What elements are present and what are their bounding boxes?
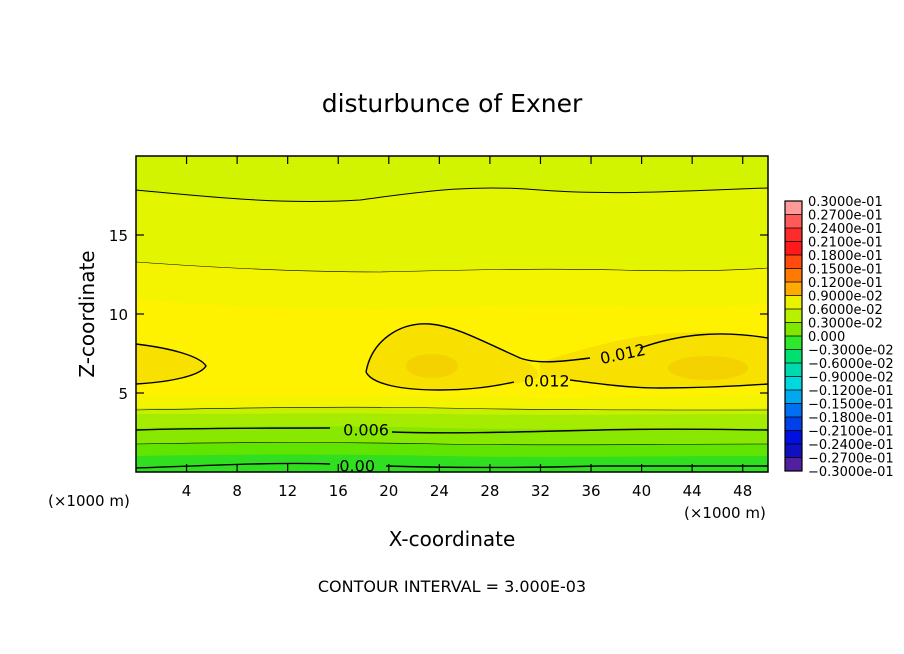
colorbar-swatch bbox=[785, 430, 802, 445]
colorbar-swatch bbox=[785, 309, 802, 323]
y-tick-label: 5 bbox=[118, 385, 128, 403]
contour-line-006-right bbox=[391, 428, 768, 434]
colorbar-label: −0.6000e-02 bbox=[808, 357, 894, 372]
x-tick-label: 20 bbox=[379, 482, 398, 500]
colorbar-label: 0.000 bbox=[808, 330, 845, 345]
x-tick-label: 48 bbox=[733, 482, 752, 500]
colorbar-label: 0.2700e-01 bbox=[808, 209, 883, 224]
x-unit-right: (×1000 m) bbox=[684, 504, 766, 522]
colorbar-label: 0.2400e-01 bbox=[808, 222, 883, 237]
contour-line-012-left bbox=[136, 343, 207, 385]
colorbar-label: −0.9000e-02 bbox=[808, 371, 894, 386]
colorbar-swatch bbox=[785, 444, 802, 458]
colorbar-swatch bbox=[785, 241, 802, 256]
x-tick-label: 44 bbox=[683, 482, 702, 500]
colorbar-swatch bbox=[785, 403, 802, 418]
contour-line-000 bbox=[136, 462, 331, 469]
field-peak-center bbox=[406, 354, 458, 378]
colorbar-label: −0.1200e-01 bbox=[808, 384, 894, 399]
colorbar-label: 0.3000e-01 bbox=[808, 195, 883, 210]
colorbar-swatch bbox=[785, 322, 802, 337]
colorbar-label: 0.3000e-02 bbox=[808, 317, 883, 332]
colorbar-label: 0.1500e-01 bbox=[808, 263, 883, 278]
contour-line-012-center bbox=[365, 323, 591, 373]
contour-line-006 bbox=[136, 427, 331, 431]
colorbar-swatch bbox=[785, 363, 802, 377]
colorbar-swatch bbox=[785, 417, 802, 431]
colorbar-swatch bbox=[785, 201, 802, 215]
colorbar-label: −0.2700e-01 bbox=[808, 452, 894, 467]
contour-label: 0.012 bbox=[524, 371, 570, 390]
colorbar-swatch bbox=[785, 457, 802, 472]
contour-line-012-lower-right bbox=[569, 379, 768, 389]
colorbar-label: 0.6000e-02 bbox=[808, 303, 883, 318]
contour-line-top bbox=[136, 187, 768, 202]
x-tick-label: 4 bbox=[182, 482, 192, 500]
colorbar-swatch bbox=[785, 282, 802, 296]
field-max-center bbox=[366, 323, 539, 390]
colorbar-swatch bbox=[785, 214, 802, 229]
colorbar: 0.3000e-010.2700e-010.2400e-010.2100e-01… bbox=[784, 195, 894, 480]
contour-line-low bbox=[136, 442, 768, 446]
colorbar-label: 0.1200e-01 bbox=[808, 276, 883, 291]
field-band-low-5 bbox=[136, 454, 768, 472]
field-max-left bbox=[136, 344, 206, 384]
colorbar-label: −0.1800e-01 bbox=[808, 411, 894, 426]
contour-label: 0.00 bbox=[339, 457, 375, 476]
x-tick-label: 32 bbox=[531, 482, 550, 500]
contour-line-012-lower bbox=[365, 371, 515, 391]
contour-line-upper bbox=[136, 261, 768, 273]
x-tick-label: 16 bbox=[329, 482, 348, 500]
contour-interval-note: CONTOUR INTERVAL = 3.000E-03 bbox=[318, 577, 586, 596]
colorbar-swatch bbox=[785, 349, 802, 364]
chart-title: disturbunce of Exner bbox=[322, 89, 583, 118]
colorbar-swatch bbox=[785, 268, 802, 283]
y-tick-label: 10 bbox=[109, 306, 128, 324]
colorbar-swatch bbox=[785, 336, 802, 350]
colorbar-swatch bbox=[785, 228, 802, 242]
y-axis: 5 10 15 bbox=[109, 227, 768, 403]
y-axis-label: Z-coordinate bbox=[75, 250, 99, 377]
x-axis-label: X-coordinate bbox=[389, 527, 516, 551]
x-tick-label: 24 bbox=[430, 482, 449, 500]
x-tick-label: 12 bbox=[278, 482, 297, 500]
colorbar-label: 0.9000e-02 bbox=[808, 290, 883, 305]
y-tick-label: 15 bbox=[109, 227, 128, 245]
x-axis: 4 8 12 16 20 24 28 32 36 40 44 48 bbox=[182, 156, 752, 500]
colorbar-label: −0.3000e-02 bbox=[808, 344, 894, 359]
x-tick-label: 36 bbox=[581, 482, 600, 500]
colorbar-label: −0.2400e-01 bbox=[808, 438, 894, 453]
contour-line-012-right bbox=[639, 333, 768, 349]
plot-area bbox=[136, 156, 768, 472]
x-tick-label: 28 bbox=[480, 482, 499, 500]
contour-line-mid bbox=[136, 406, 768, 411]
colorbar-swatch bbox=[785, 390, 802, 404]
x-tick-label: 40 bbox=[632, 482, 651, 500]
colorbar-swatch bbox=[785, 255, 802, 269]
x-tick-label: 8 bbox=[232, 482, 242, 500]
colorbar-label: 0.2100e-01 bbox=[808, 236, 883, 251]
x-unit-left: (×1000 m) bbox=[48, 492, 130, 510]
colorbar-swatch bbox=[785, 376, 802, 391]
field-peak-right bbox=[668, 356, 748, 380]
colorbar-swatch bbox=[785, 295, 802, 310]
contour-label: 0.006 bbox=[343, 420, 389, 439]
colorbar-label: 0.1800e-01 bbox=[808, 249, 883, 264]
contour-line-000-right bbox=[385, 465, 768, 469]
colorbar-label: −0.2100e-01 bbox=[808, 425, 894, 440]
colorbar-label: −0.1500e-01 bbox=[808, 398, 894, 413]
colorbar-label: −0.3000e-01 bbox=[808, 465, 894, 480]
